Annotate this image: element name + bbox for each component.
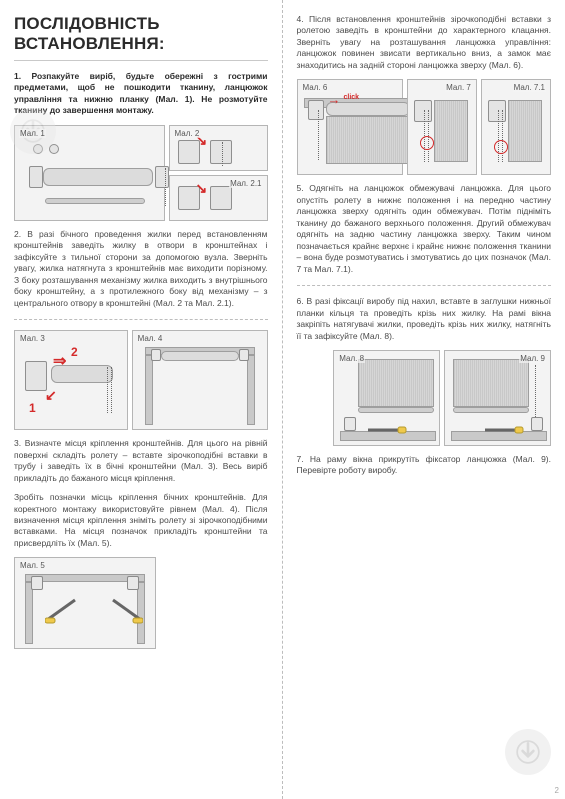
step-1-num: 1. Розпакуйте виріб, будьте обережні з г… <box>14 71 268 115</box>
step-2-text: 2. В разі бічного проведення жилки перед… <box>14 229 268 309</box>
fig-row-4: Мал. 6 → click Мал. 7 Мал. 7.1 <box>297 79 552 175</box>
fig-6: Мал. 6 → click <box>297 79 403 175</box>
divider <box>14 60 268 61</box>
fig-4: Мал. 4 <box>132 330 268 430</box>
divider-dash-2 <box>297 285 552 286</box>
fig-7-label: Мал. 7 <box>445 83 472 92</box>
step-3b-text: Зробіть позначки місць кріплення бічних … <box>14 492 268 549</box>
fig-7-1: Мал. 7.1 <box>481 79 551 175</box>
step-4-text: 4. Після встановлення кронштейнів зірочк… <box>297 14 552 71</box>
fig-2-1: Мал. 2.1 ↘ <box>169 175 268 221</box>
fig-2-label: Мал. 2 <box>174 129 201 138</box>
page-root: Послідовність встановлення: 1. Розпакуйт… <box>0 0 565 799</box>
fig-3-label: Мал. 3 <box>19 334 46 343</box>
fig-7-1-label: Мал. 7.1 <box>513 83 546 92</box>
click-label: click <box>344 94 360 101</box>
fig-row-3: Мал. 5 <box>14 557 268 649</box>
fig-9-label: Мал. 9 <box>519 354 546 363</box>
page-title: Послідовність встановлення: <box>14 14 268 54</box>
right-column: 4. Після встановлення кронштейнів зірочк… <box>283 0 565 799</box>
step-6-text: 6. В разі фіксації виробу під нахил, вст… <box>297 296 552 342</box>
fig-7: Мал. 7 <box>407 79 477 175</box>
fig-9: Мал. 9 <box>444 350 551 446</box>
fig-8-label: Мал. 8 <box>338 354 365 363</box>
fig-2-1-label: Мал. 2.1 <box>229 179 262 188</box>
fig-4-label: Мал. 4 <box>137 334 164 343</box>
fig-5: Мал. 5 <box>14 557 156 649</box>
fig-2-stack: Мал. 2 ↘ Мал. 2.1 ↘ <box>169 125 268 221</box>
step-3a-text: 3. Визначте місця кріплення кронштейнів.… <box>14 438 268 484</box>
fig-row-2: Мал. 3 ⇒ ↙ 1 2 Мал. 4 <box>14 330 268 430</box>
fig-6-label: Мал. 6 <box>302 83 329 92</box>
fig-2: Мал. 2 ↘ <box>169 125 268 171</box>
step-5-text: 5. Одягніть на ланцюжок обмежувачі ланцю… <box>297 183 552 275</box>
num-2: 2 <box>71 345 78 359</box>
left-column: Послідовність встановлення: 1. Розпакуйт… <box>0 0 283 799</box>
fig-row-5: Мал. 8 Мал. 9 <box>297 350 552 446</box>
fig-8: Мал. 8 <box>333 350 440 446</box>
step-1-text: 1. Розпакуйте виріб, будьте обережні з г… <box>14 71 268 117</box>
fig-5-label: Мал. 5 <box>19 561 46 570</box>
step-7-text: 7. На раму вікна прикрутіть фіксатор лан… <box>297 454 552 477</box>
divider-dash-1 <box>14 319 268 320</box>
fig-3: Мал. 3 ⇒ ↙ 1 2 <box>14 330 128 430</box>
watermark-icon-2 <box>505 729 551 775</box>
num-1: 1 <box>29 401 36 415</box>
fig-1-label: Мал. 1 <box>19 129 46 138</box>
page-number: 2 <box>555 786 559 795</box>
